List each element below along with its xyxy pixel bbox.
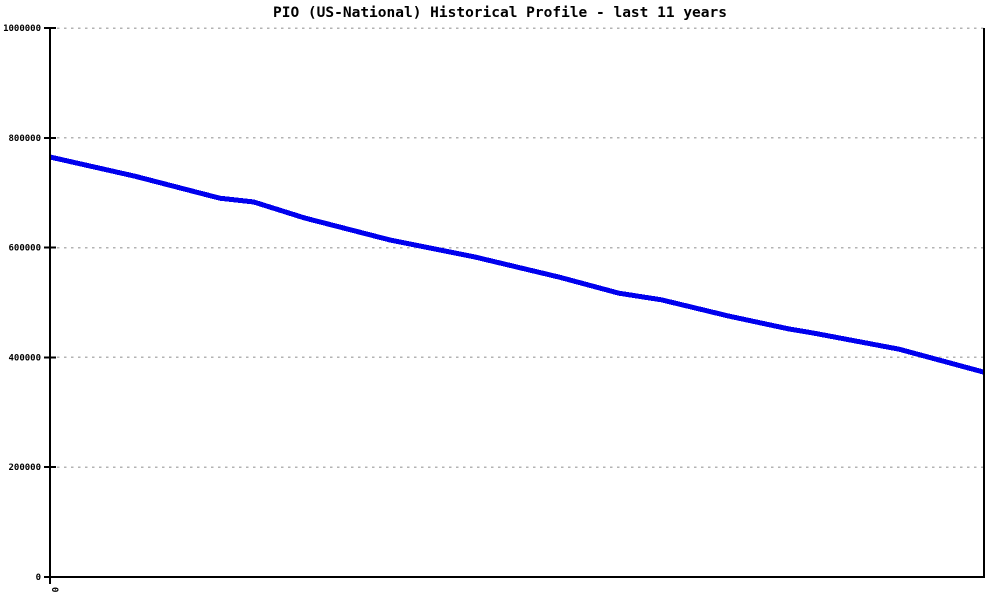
y-axis-label-group: 0 200000 400000 600000 800000 1000000 bbox=[3, 24, 41, 583]
data-line-group bbox=[49, 154, 985, 375]
gridline-group bbox=[50, 27, 984, 468]
data-line bbox=[49, 154, 985, 375]
chart-title: PIO (US-National) Historical Profile - l… bbox=[273, 5, 727, 21]
x-axis-label-group: 0 bbox=[49, 587, 59, 592]
y-tick-label: 200000 bbox=[8, 463, 41, 473]
x-tick-label: 0 bbox=[49, 587, 59, 592]
y-tick-label: 0 bbox=[36, 573, 41, 583]
tick-mark-group bbox=[44, 27, 56, 584]
y-tick-label: 600000 bbox=[8, 244, 41, 254]
y-tick-label: 400000 bbox=[8, 353, 41, 363]
y-tick-label: 800000 bbox=[8, 134, 41, 144]
axis-group bbox=[49, 28, 985, 578]
y-tick-label: 1000000 bbox=[3, 24, 41, 34]
